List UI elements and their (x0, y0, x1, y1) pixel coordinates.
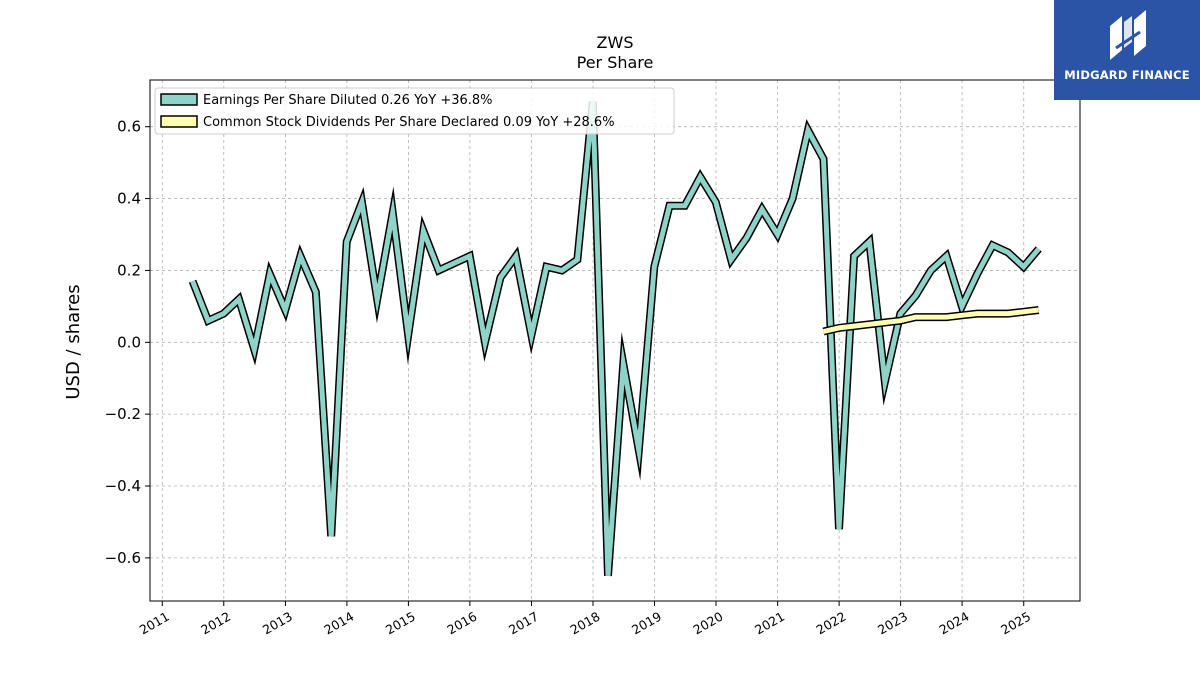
x-tick-label: 2021 (752, 609, 787, 638)
y-tick-label: −0.4 (105, 477, 141, 495)
chart-subtitle: Per Share (577, 53, 654, 72)
y-tick-label: 0.0 (117, 333, 141, 351)
x-tick-label: 2016 (444, 609, 479, 638)
legend-frame (154, 87, 675, 135)
brand-name: MIDGARD FINANCE (1064, 68, 1190, 82)
x-tick-label: 2017 (506, 609, 541, 638)
x-tick-label: 2014 (321, 609, 356, 638)
x-tick-label: 2020 (690, 609, 725, 638)
brand-logo: MIDGARD FINANCE (1054, 0, 1200, 100)
x-tick-label: 2024 (937, 609, 972, 638)
chart-title: ZWS (597, 33, 634, 52)
x-tick-label: 2023 (875, 609, 910, 638)
x-tick-label: 2011 (137, 609, 172, 638)
y-tick-label: 0.4 (117, 190, 141, 208)
y-tick-label: 0.6 (117, 118, 141, 136)
x-tick-label: 2015 (383, 609, 418, 638)
legend: Earnings Per Share Diluted 0.26 YoY +36.… (154, 87, 675, 135)
legend-label-eps: Earnings Per Share Diluted 0.26 YoY +36.… (203, 93, 493, 108)
legend-label-dividends: Common Stock Dividends Per Share Declare… (203, 115, 615, 130)
x-axis: 2011 2012 2013 2014 2015 2016 2017 2018 2019 2020… (137, 601, 1033, 638)
legend-swatch-eps (160, 93, 198, 106)
y-tick-label: −0.2 (105, 405, 141, 423)
x-tick-label: 2022 (814, 609, 849, 638)
midgard-logo-icon (1110, 10, 1146, 60)
y-tick-label: −0.6 (105, 549, 141, 567)
y-axis: 0.6 0.4 0.2 0.0 −0.2 −0.4 −0.6 (105, 118, 150, 567)
x-tick-label: 2025 (998, 609, 1033, 638)
y-axis-label: USD / shares (63, 284, 84, 399)
x-tick-label: 2013 (260, 609, 295, 638)
legend-swatch-dividends (160, 115, 198, 128)
x-tick-label: 2018 (567, 609, 602, 638)
y-tick-label: 0.2 (117, 261, 141, 279)
x-tick-label: 2012 (198, 609, 233, 638)
series-group (188, 101, 1042, 577)
plot-frame (149, 79, 1081, 602)
series-line-dividends (822, 307, 1039, 334)
x-tick-label: 2019 (629, 609, 664, 638)
